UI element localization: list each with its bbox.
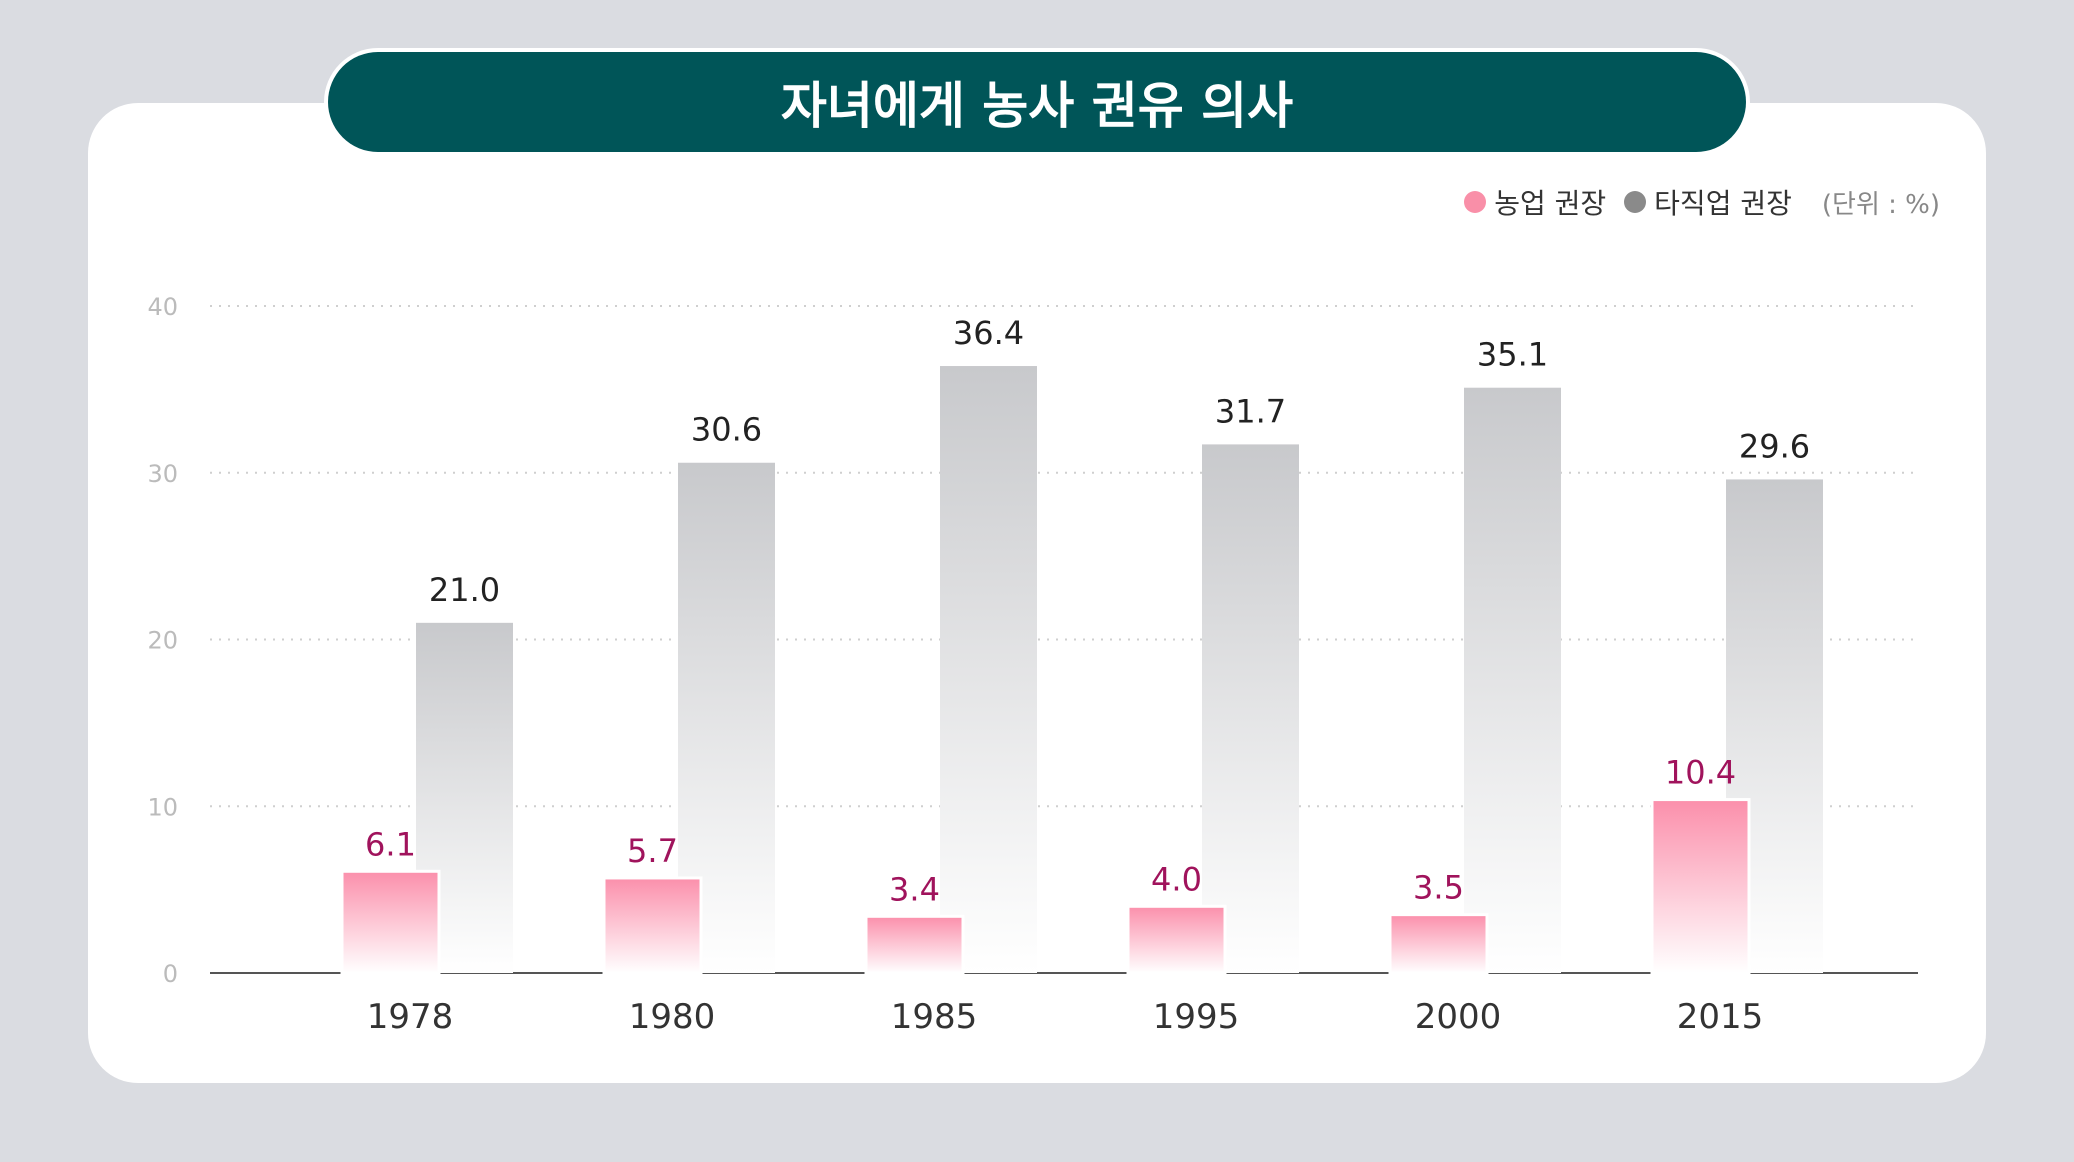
farming-value-label: 10.4 <box>1665 754 1736 792</box>
farming-bar <box>864 914 965 975</box>
other-job-value-label: 36.4 <box>953 314 1024 352</box>
other-job-value-label: 30.6 <box>691 411 762 449</box>
other-job-bar <box>1202 444 1299 974</box>
other-job-value-label: 35.1 <box>1477 336 1548 374</box>
y-tick-label: 30 <box>147 460 178 488</box>
y-tick-label: 10 <box>147 793 178 821</box>
farming-bar <box>602 876 703 975</box>
x-category-label: 2015 <box>1677 997 1764 1037</box>
legend-item-other-job: 타직업 권장 <box>1624 182 1792 222</box>
farming-bar <box>340 869 441 975</box>
y-tick-label: 20 <box>147 627 178 655</box>
x-category-label: 1985 <box>891 997 978 1037</box>
chart-title: 자녀에게 농사 권유 의사 <box>780 77 1294 135</box>
x-category-label: 1978 <box>367 997 454 1037</box>
farming-value-label: 3.5 <box>1413 869 1464 907</box>
other-job-value-label: 21.0 <box>429 571 500 609</box>
legend-other-job-label: 타직업 권장 <box>1654 187 1792 220</box>
farming-bar <box>1126 904 1227 975</box>
other-job-value-label: 31.7 <box>1215 392 1286 430</box>
other-job-bar <box>940 366 1037 973</box>
farming-bar <box>1650 798 1751 975</box>
farming-value-label: 5.7 <box>627 832 678 870</box>
farming-bar <box>1388 913 1489 975</box>
farming-value-label: 4.0 <box>1151 860 1202 898</box>
other-job-bar <box>1464 387 1561 973</box>
legend-item-farming: 농업 권장 <box>1464 182 1606 222</box>
legend-farming-dot-icon <box>1464 191 1487 213</box>
legend: 농업 권장 타직업 권장 (단위 : %) <box>1464 182 1940 222</box>
x-category-label: 2000 <box>1415 997 1502 1037</box>
y-tick-label: 40 <box>147 293 178 321</box>
x-category-label: 1995 <box>1153 997 1240 1037</box>
unit-label: (단위 : %) <box>1821 189 1940 220</box>
legend-other-job-dot-icon <box>1624 191 1647 213</box>
farming-value-label: 6.1 <box>365 825 416 863</box>
y-tick-label: 0 <box>163 960 178 988</box>
x-category-label: 1980 <box>629 997 716 1037</box>
legend-farming-label: 농업 권장 <box>1494 187 1607 220</box>
farming-value-label: 3.4 <box>889 870 940 908</box>
other-job-value-label: 29.6 <box>1739 427 1810 465</box>
chart-title-banner: 자녀에게 농사 권유 의사 <box>328 52 1746 152</box>
